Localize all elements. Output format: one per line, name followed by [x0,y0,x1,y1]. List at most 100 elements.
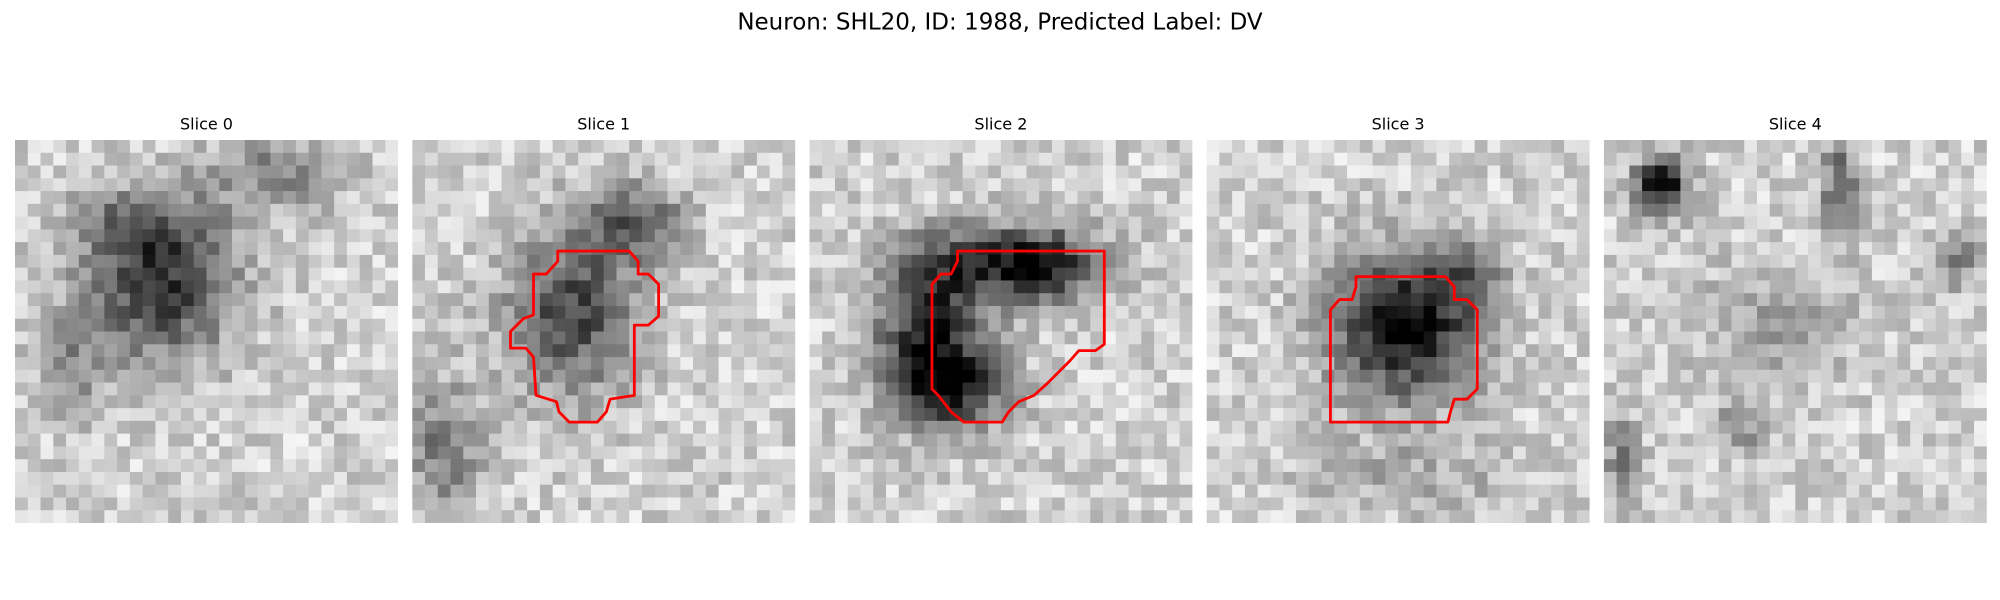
pixel [1820,191,1835,205]
pixel [1757,242,1771,256]
pixel [1166,165,1181,179]
pixel [1295,344,1310,358]
pixel [1270,152,1284,167]
pixel [270,229,284,243]
pixel [1244,344,1259,358]
pixel [1757,357,1771,371]
pixel [1629,331,1643,345]
pixel [1385,318,1399,333]
pixel [975,242,989,256]
pixel [1372,459,1386,473]
pixel [1897,420,1911,435]
pixel [1820,344,1835,358]
pixel [1667,484,1681,498]
pixel [578,471,592,486]
pixel [886,446,900,460]
pixel [834,203,849,218]
pixel [283,293,297,307]
pixel [1974,305,1987,320]
pixel [1718,395,1732,409]
pixel [180,191,195,205]
pixel [346,140,361,154]
pixel [705,267,720,281]
pixel [1782,242,1796,256]
pixel [117,471,131,486]
pixel [295,254,310,269]
pixel [1757,140,1771,154]
pixel [962,497,976,511]
pixel [1166,420,1181,435]
pixel [1295,140,1310,154]
pixel [1576,254,1590,269]
pixel [822,484,836,498]
pixel [1206,229,1220,243]
pixel [1603,433,1618,447]
pixel [769,178,783,192]
pixel [718,318,732,333]
pixel [1500,331,1514,345]
pixel [756,267,771,281]
pixel [590,357,605,371]
pixel [1115,203,1130,218]
pixel [1000,420,1015,435]
pixel [1436,165,1450,179]
pixel [1513,446,1527,460]
pixel [667,344,681,358]
pixel [1077,242,1091,256]
pixel [1500,420,1514,435]
pixel [1166,382,1181,396]
pixel [142,484,156,498]
pixel [1538,497,1552,511]
pixel [603,446,617,460]
pixel [1219,471,1233,486]
pixel [1398,178,1412,192]
pixel [1910,408,1924,422]
pixel [1603,216,1618,230]
pixel [680,344,694,358]
pixel [1693,152,1707,167]
pixel [809,433,823,447]
pixel [1232,254,1246,269]
pixel [1026,267,1040,281]
pixel [756,357,771,371]
pixel [1090,471,1104,486]
pixel [1372,178,1386,192]
pixel [1538,229,1552,243]
pixel [1961,305,1975,320]
pixel [359,152,373,167]
pixel [1154,344,1168,358]
pixel [1039,318,1053,333]
pixel [450,293,464,307]
pixel [1474,216,1488,230]
pixel [1884,318,1898,333]
pixel [1398,165,1412,179]
pixel [654,229,669,243]
pixel [1410,459,1425,473]
pixel [180,229,195,243]
pixel [1718,165,1732,179]
pixel [308,267,322,281]
pixel [590,446,605,460]
pixel [1283,459,1297,473]
pixel [501,331,515,345]
pixel [1359,216,1374,230]
pixel [1000,203,1015,218]
pixel [1731,420,1745,435]
pixel [91,229,105,243]
pixel [1667,344,1681,358]
pixel [295,395,310,409]
pixel [1910,382,1924,396]
pixel [578,305,592,320]
pixel [1603,152,1618,167]
pixel [1922,344,1937,358]
pixel [91,305,105,320]
pixel [962,433,976,447]
pixel [1782,420,1796,435]
pixel [463,408,477,422]
pixel [437,369,452,384]
pixel [270,254,284,269]
pixel [78,357,93,371]
pixel [270,178,284,192]
pixel [1013,420,1027,435]
pixel [603,254,617,269]
